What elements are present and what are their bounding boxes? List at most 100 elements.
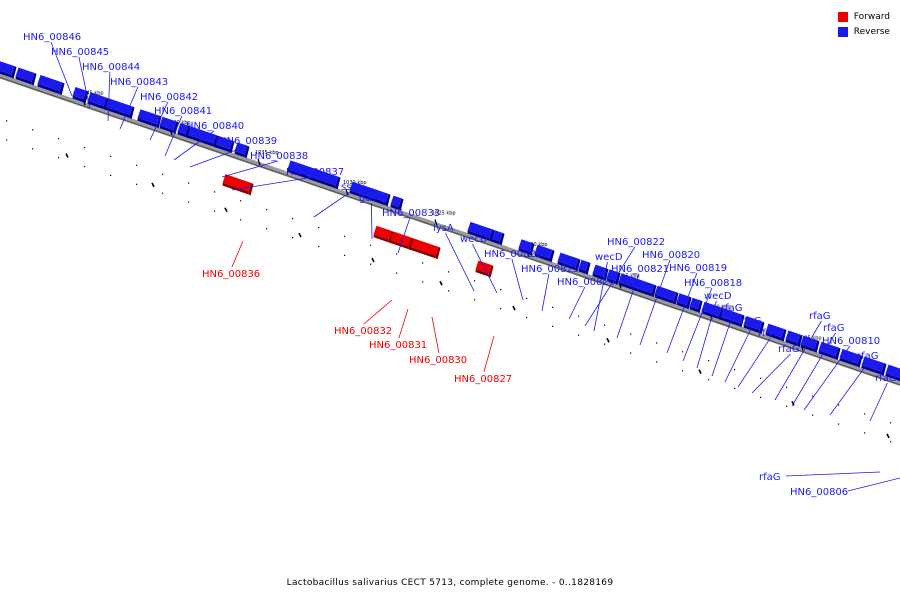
reverse-gene-block-edge: [814, 340, 820, 353]
reverse-gene-label: HN6_00837: [286, 167, 344, 178]
scale-dot: [396, 253, 398, 255]
reverse-gene-block-shade: [215, 144, 230, 153]
scale-dot: [786, 386, 788, 388]
scale-dot: [188, 201, 190, 203]
scale-dot: [110, 174, 112, 177]
forward-gene-label: HN6_00827: [454, 374, 512, 385]
reverse-gene-block: [105, 98, 133, 115]
scale-dot: [838, 404, 840, 406]
reverse-gene-label: wecD: [595, 252, 623, 263]
reverse-gene-label: HN6_00825: [521, 264, 579, 275]
reverse-gene-block-shade: [491, 238, 500, 245]
reverse-gene-block-edge: [781, 329, 787, 342]
reverse-gene-label: wecD: [704, 291, 732, 302]
reverse-leader-line: [50, 41, 73, 97]
reverse-gene-block-shade: [37, 83, 60, 95]
reverse-gene-label: rfaG: [758, 328, 780, 339]
scale-dot: [6, 120, 8, 122]
scale-major-tick: [606, 337, 610, 343]
reverse-gene-block-edge: [185, 125, 191, 139]
reverse-gene-block-edge: [615, 272, 621, 285]
legend-forward: Forward: [837, 9, 890, 24]
reverse-swatch: [837, 26, 848, 37]
scale-dot: [474, 299, 476, 301]
scale-dot: [110, 155, 112, 158]
reverse-leader-line: [847, 477, 900, 492]
forward-gene-label: HN6_00832: [334, 326, 392, 337]
forward-leader-line: [398, 308, 409, 339]
reverse-gene-block-edge: [385, 193, 391, 207]
reverse-leader-line: [682, 287, 713, 362]
reverse-gene-label: HN6_00839: [219, 136, 277, 147]
genome-axis-shadow: [0, 76, 900, 386]
scale-dot: [344, 235, 346, 237]
reverse-gene-label: HN6_00833: [382, 208, 440, 219]
reverse-gene-label: HN6_00826: [484, 249, 542, 260]
scale-dot: [6, 139, 8, 141]
reverse-leader-line: [724, 325, 753, 383]
reverse-gene-label: HN6_00818: [684, 278, 742, 289]
scale-dot: [604, 343, 606, 345]
reverse-gene-label: rfaG: [857, 351, 879, 362]
reverse-gene-block: [491, 230, 503, 242]
reverse-leader-line: [371, 202, 373, 240]
scale-major-tick: [151, 182, 155, 188]
reverse-gene-block-shade: [578, 268, 586, 274]
scale-dot: [812, 395, 814, 397]
reverse-gene-block: [861, 356, 885, 372]
scale-dot: [552, 306, 554, 308]
scale-dot: [214, 191, 216, 193]
reverse-gene-block: [618, 273, 655, 294]
kbp-tick-label: 1035 kbp: [255, 150, 279, 156]
scale-dot: [604, 324, 606, 326]
reverse-gene-block-edge: [83, 90, 89, 104]
reverse-gene-block-shade: [518, 247, 530, 255]
reverse-gene-block-edge: [603, 268, 609, 281]
scale-dot: [136, 164, 138, 166]
reverse-gene-block: [287, 160, 339, 186]
reverse-leader-line: [568, 286, 586, 320]
reverse-gene-block-edge: [575, 258, 581, 272]
reverse-gene-block-shade: [592, 273, 604, 280]
reverse-gene-block-shade: [287, 168, 336, 189]
reverse-gene-label: HN6_00819: [669, 263, 727, 274]
reverse-leader-line: [791, 332, 836, 407]
reverse-gene-label: rfaG: [809, 311, 831, 322]
reverse-gene-block-shade: [137, 117, 157, 128]
reverse-gene-block-edge: [31, 72, 37, 86]
legend-reverse-label: Reverse: [853, 26, 890, 37]
forward-gene-block: [410, 238, 439, 256]
reverse-gene-block: [467, 221, 493, 238]
forward-leader-line: [231, 240, 244, 268]
forward-swatch: [837, 11, 848, 22]
scale-major-tick: [791, 401, 795, 406]
reverse-gene-block-shade: [765, 332, 782, 341]
forward-gene-block-shade: [390, 240, 409, 250]
scale-dot: [318, 245, 320, 248]
scale-dot: [58, 138, 60, 140]
kbp-tick-label: 1025 kbp: [432, 211, 456, 217]
reverse-gene-block-edge: [244, 145, 250, 159]
scale-dot: [292, 237, 294, 239]
kbp-tick: [257, 158, 261, 166]
reverse-leader-line: [313, 191, 351, 218]
reverse-leader-line: [541, 273, 550, 312]
reverse-leader-line: [189, 145, 248, 168]
forward-gene-block-shade: [373, 234, 389, 243]
forward-gene-block: [390, 231, 412, 247]
reverse-leader-line: [397, 217, 411, 254]
reverse-gene-label: HN6_00845: [51, 47, 109, 58]
scale-dot: [136, 183, 138, 185]
reverse-gene-block-shade: [618, 281, 652, 297]
reverse-gene-block-edge: [11, 66, 17, 79]
reverse-gene-block: [534, 244, 553, 259]
reverse-gene-block: [87, 92, 107, 107]
reverse-gene-block-shade: [72, 95, 84, 103]
reverse-gene-label: HN6_00843: [110, 77, 168, 88]
forward-gene-block-edge: [248, 183, 254, 196]
reverse-gene-block: [885, 364, 900, 379]
reverse-leader-line: [593, 261, 608, 332]
reverse-leader-line: [511, 258, 524, 301]
reverse-gene-label: HN6_00846: [23, 32, 81, 43]
scale-dot: [734, 387, 736, 390]
